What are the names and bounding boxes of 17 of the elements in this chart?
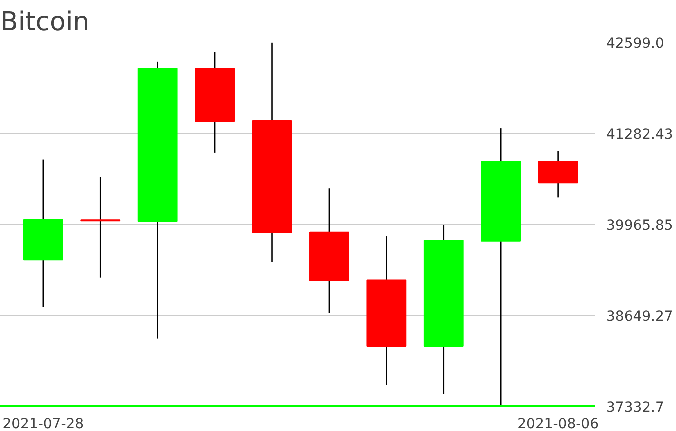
x-tick-label: 2021-08-06 <box>518 416 600 431</box>
y-tick-label: 42599.0 <box>606 36 664 52</box>
candlestick <box>366 236 407 386</box>
candlestick <box>424 224 464 396</box>
candlestick <box>310 188 350 314</box>
candlestick <box>195 52 235 154</box>
y-tick-label: 38649.27 <box>606 309 674 325</box>
candlestick <box>538 150 578 198</box>
y-tick-label: 37332.7 <box>606 400 664 416</box>
y-tick-label: 39965.85 <box>606 218 674 234</box>
chart-title: Bitcoin <box>0 8 90 38</box>
candlestick <box>80 176 121 278</box>
candlestick <box>138 61 178 340</box>
candlestick <box>252 42 292 263</box>
x-tick-label: 2021-07-28 <box>2 416 84 431</box>
candlestick <box>23 159 64 308</box>
y-tick-label: 41282.43 <box>606 127 674 143</box>
